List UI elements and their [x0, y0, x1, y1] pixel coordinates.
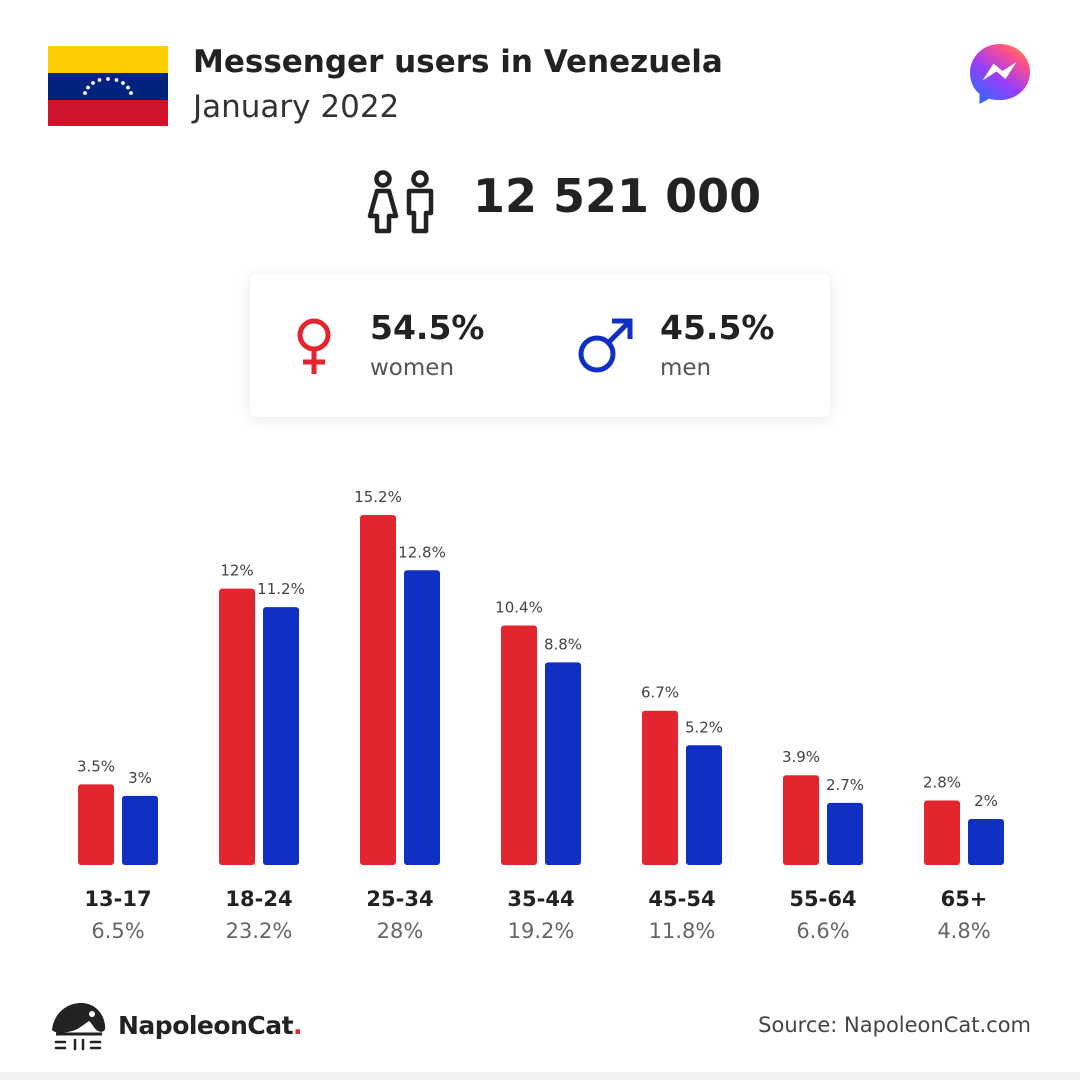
bar-women-35-44 — [501, 625, 537, 865]
female-symbol-icon — [297, 318, 331, 374]
bar-men-65+ — [968, 818, 1004, 865]
bar-value-label: 12% — [220, 562, 253, 580]
age-group-total: 19.2% — [508, 919, 575, 943]
bar-value-label: 8.8% — [544, 635, 582, 653]
people-icon — [367, 170, 434, 234]
page-subtitle: January 2022 — [193, 89, 400, 125]
men-percent: 45.5% — [660, 308, 775, 347]
bar-women-45-54 — [642, 710, 678, 865]
age-group-label: 13-17 — [84, 887, 151, 911]
bar-value-label: 6.7% — [641, 684, 679, 702]
age-group-total: 28% — [377, 919, 424, 943]
bar-value-label: 3.5% — [77, 757, 115, 775]
messenger-logo-icon — [970, 44, 1030, 104]
men-label: men — [660, 355, 712, 381]
bar-value-label: 12.8% — [398, 543, 446, 561]
total-users-value: 12 521 000 — [473, 169, 762, 223]
women-label: women — [370, 355, 455, 381]
bar-value-label: 2.7% — [826, 776, 864, 794]
bar-value-label: 5.2% — [685, 718, 723, 736]
bar-men-18-24 — [263, 607, 299, 865]
bar-women-55-64 — [783, 775, 819, 865]
napoleoncat-logo-icon — [52, 1003, 106, 1051]
source-note: Source: NapoleonCat.com — [758, 1013, 1031, 1037]
age-group-total: 6.6% — [796, 919, 849, 943]
bar-value-label: 3.9% — [782, 748, 820, 766]
bar-value-label: 2.8% — [923, 774, 961, 792]
page-title: Messenger users in Venezuela — [193, 44, 723, 80]
brand-dot: . — [293, 1011, 303, 1040]
bar-value-label: 10.4% — [495, 599, 543, 617]
women-percent: 54.5% — [370, 308, 485, 347]
male-symbol-icon — [578, 318, 633, 373]
age-bar-chart: 3.5% 3% 13-17 6.5% 12% 11.2% 18-24 23.2% 15.2% 12… — [0, 470, 1080, 950]
age-group-total: 4.8% — [937, 919, 990, 943]
age-group-label: 45-54 — [648, 887, 715, 911]
age-group-total: 23.2% — [226, 919, 293, 943]
age-chart-svg: 3.5% 3% 13-17 6.5% 12%11.2% 18-24 23.2% 15.2% 12… — [77, 488, 1004, 943]
age-group-label: 25-34 — [366, 887, 433, 911]
age-group-label: 65+ — [941, 887, 988, 911]
bar-value-label: 15.2% — [354, 488, 402, 506]
brand-name: NapoleonCat. — [118, 1011, 303, 1040]
bar-women-13-17 — [78, 784, 114, 865]
age-group-total: 6.5% — [91, 919, 144, 943]
bar-women-65+ — [924, 800, 960, 865]
bar-men-13-17 — [122, 795, 158, 865]
gender-card — [250, 274, 830, 417]
age-group-label: 18-24 — [225, 887, 292, 911]
bar-men-35-44 — [545, 662, 581, 865]
bar-value-label: 3% — [128, 769, 152, 787]
age-group-total: 11.8% — [649, 919, 716, 943]
bar-men-25-34 — [404, 570, 440, 865]
bar-value-label: 2% — [974, 792, 998, 810]
age-group-label: 35-44 — [507, 887, 574, 911]
bar-men-55-64 — [827, 802, 863, 865]
age-group-label: 55-64 — [789, 887, 856, 911]
bar-women-25-34 — [360, 515, 396, 865]
brand-name-text: NapoleonCat — [118, 1011, 294, 1040]
bar-men-45-54 — [686, 745, 722, 865]
venezuela-flag-icon — [48, 46, 168, 126]
bar-value-label: 11.2% — [257, 580, 305, 598]
bar-women-18-24 — [219, 588, 255, 865]
